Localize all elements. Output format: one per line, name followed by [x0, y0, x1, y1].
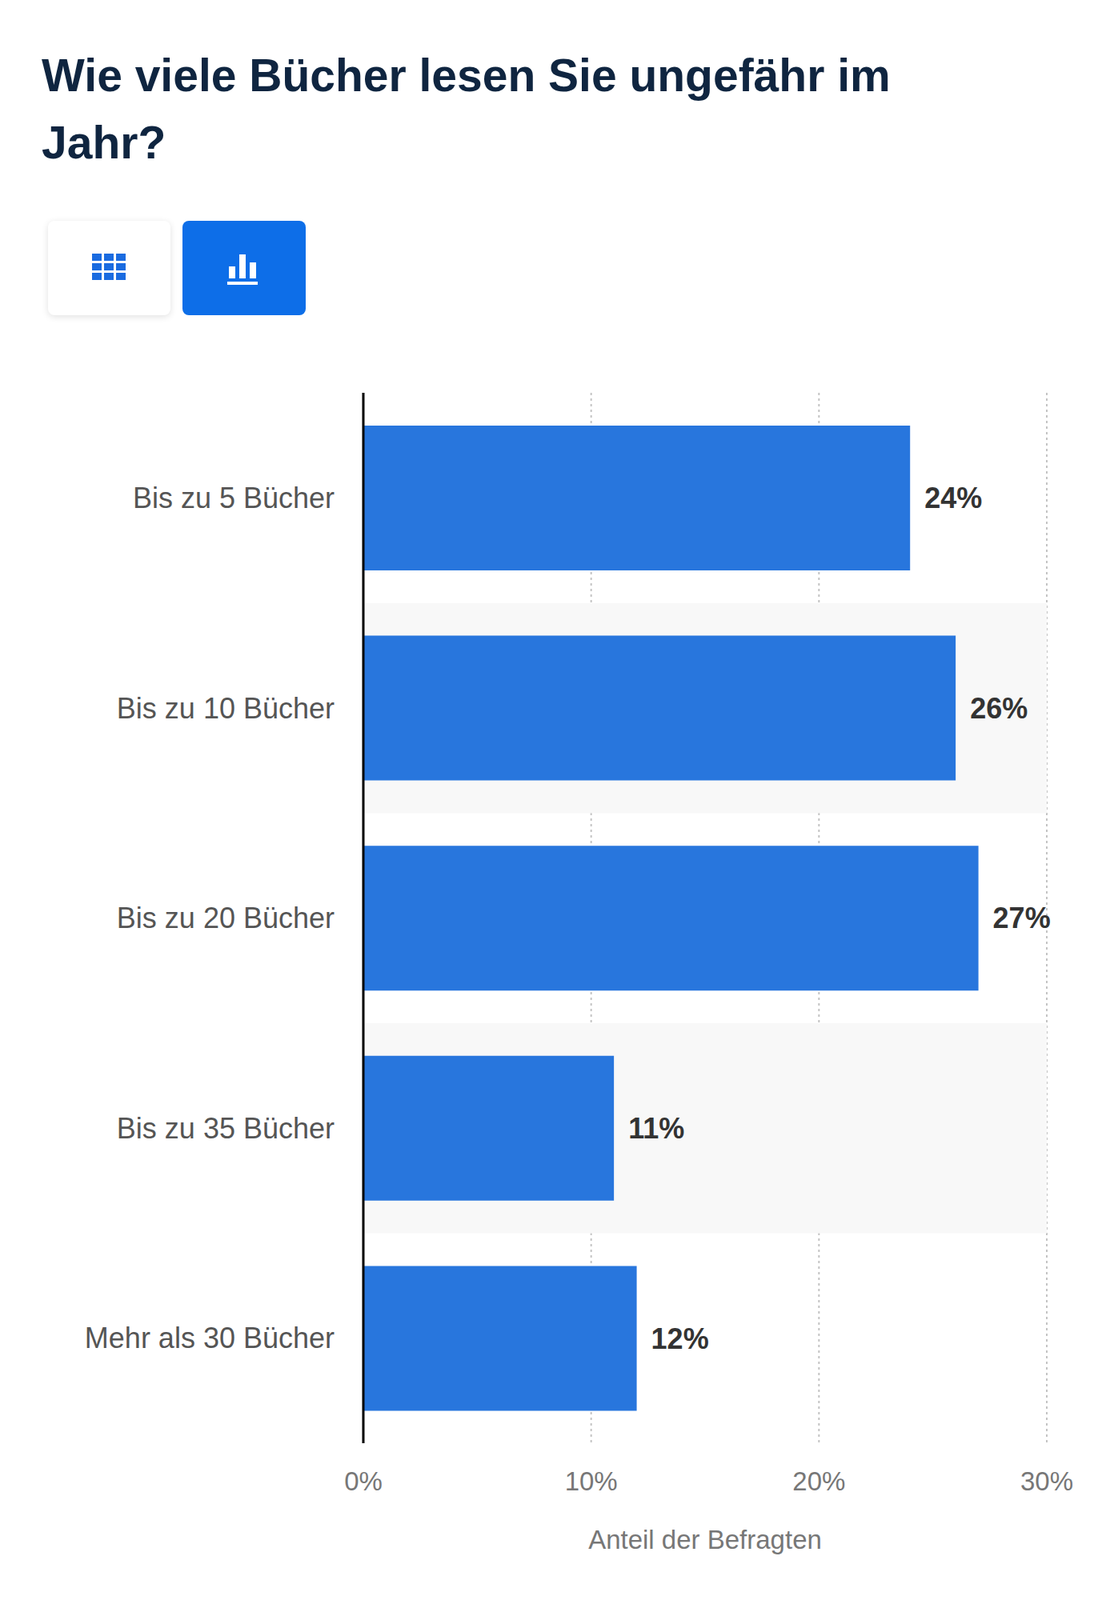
svg-text:Mehr als 30 Bücher: Mehr als 30 Bücher	[84, 1322, 335, 1355]
svg-text:Bis zu 5 Bücher: Bis zu 5 Bücher	[132, 481, 335, 515]
svg-text:Anteil der Befragten: Anteil der Befragten	[588, 1525, 822, 1555]
svg-text:Bis zu 35 Bücher: Bis zu 35 Bücher	[116, 1112, 335, 1146]
svg-text:10%: 10%	[565, 1466, 618, 1497]
svg-text:26%: 26%	[969, 692, 1028, 726]
svg-text:Bis zu 20 Bücher: Bis zu 20 Bücher	[116, 901, 335, 935]
html-text:Wie viele Bücher lesen Sie ung: Wie viele Bücher lesen Sie ungefähr im J…	[41, 49, 891, 169]
svg-text:27%: 27%	[993, 901, 1051, 935]
svg-text:12%: 12%	[651, 1322, 710, 1356]
svg-text:20%: 20%	[792, 1466, 846, 1497]
svg-text:Bis zu 10 Bücher: Bis zu 10 Bücher	[116, 692, 335, 726]
svg-text:0%: 0%	[344, 1466, 383, 1497]
svg-text:24%: 24%	[924, 481, 982, 515]
svg-text:30%: 30%	[1020, 1466, 1074, 1497]
svg-text:11%: 11%	[628, 1112, 685, 1146]
